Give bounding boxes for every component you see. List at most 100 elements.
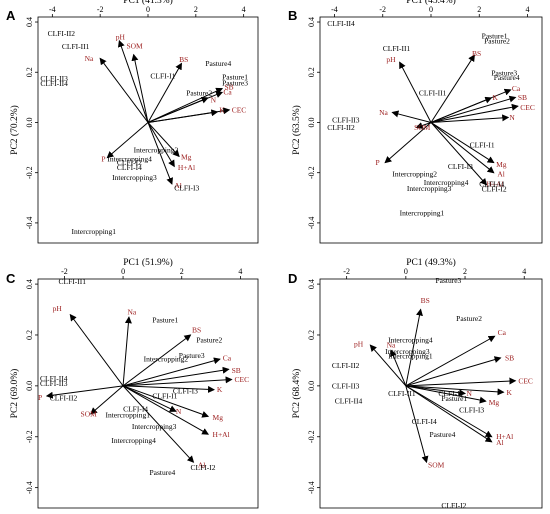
variable-label: N <box>509 113 515 122</box>
loading-arrow-h-al <box>122 385 210 435</box>
loading-arrow-al <box>430 122 495 174</box>
score-label: CLFI-II2 <box>327 123 355 132</box>
loading-arrow-sb <box>122 366 230 387</box>
variable-label: CEC <box>518 376 533 385</box>
panel-letter: B <box>288 8 297 23</box>
x-axis-title: PC1 (45.4%) <box>406 0 456 6</box>
variable-label: Mg <box>181 153 192 162</box>
y-tick-label: 0.4 <box>25 17 34 27</box>
variable-label: Al <box>174 181 182 190</box>
loading-arrow-ca <box>405 335 496 387</box>
y-tick-label: -0.2 <box>307 430 316 443</box>
loading-arrow-p <box>384 122 432 164</box>
score-label: CLFI-II3 <box>40 379 68 388</box>
variable-label: N <box>467 389 473 398</box>
variable-label: SB <box>225 82 234 91</box>
y-tick-label: -0.4 <box>25 481 34 494</box>
y-tick-label: 0.4 <box>307 17 316 27</box>
x-axis-title: PC1 (49.3%) <box>406 257 456 268</box>
variable-label: SOM <box>126 41 143 50</box>
loading-arrow-cec <box>123 376 233 387</box>
variable-label: P <box>376 158 380 167</box>
loading-arrow-h-al <box>430 122 488 186</box>
loading-arrow-k <box>123 385 215 393</box>
score-label: CLFI-II4 <box>327 19 355 28</box>
variable-label: Al <box>496 438 504 447</box>
score-label: CLFI-II3 <box>40 74 68 83</box>
score-label: CLFI-I2 <box>117 158 142 167</box>
y-tick-label: -0.4 <box>307 481 316 494</box>
loading-arrow-ph <box>117 39 149 123</box>
y-tick-label: 0.0 <box>25 117 34 127</box>
y-tick-label: 0.2 <box>307 67 316 77</box>
score-label: Pasture2 <box>186 88 212 97</box>
score-label: CLFI-I1 <box>152 392 177 401</box>
loading-arrow-ph <box>69 313 124 387</box>
score-label: Intercropping1 <box>400 208 445 217</box>
y-tick-label: 0.4 <box>25 279 34 289</box>
score-label: Intercropping3 <box>385 347 430 356</box>
x-tick-label: 4 <box>242 5 246 14</box>
loading-arrow-ph <box>399 61 432 123</box>
score-label: Pasture2 <box>456 314 482 323</box>
loading-arrow-cec <box>147 107 231 123</box>
y-tick-label: -0.2 <box>25 166 34 179</box>
loading-arrow-na <box>122 316 132 386</box>
score-label: Pasture4 <box>494 73 520 82</box>
score-label: CLFI-I4 <box>123 404 148 413</box>
variable-label: BS <box>192 325 201 334</box>
variable-label: Na <box>379 108 388 117</box>
score-label: Pasture1 <box>222 72 248 81</box>
score-label: CLFI-I2 <box>441 501 466 510</box>
x-tick-label: 2 <box>463 267 467 276</box>
loading-arrow-bs <box>122 334 192 387</box>
score-label: CLFI-I1 <box>470 141 495 150</box>
loading-arrow-bs <box>430 54 475 123</box>
variable-label: Ca <box>223 87 232 96</box>
variable-label: BS <box>472 49 481 58</box>
variable-label: Mg <box>489 398 500 407</box>
panel-letter: D <box>288 271 297 286</box>
variable-label: Na <box>387 341 396 350</box>
loading-arrow-h-al <box>147 122 175 168</box>
x-tick-label: 0 <box>404 267 408 276</box>
loading-arrow-n <box>405 385 467 397</box>
x-tick-label: 4 <box>522 267 526 276</box>
loading-arrow-na <box>391 110 432 123</box>
score-label: CLFI-II2 <box>332 361 360 370</box>
loading-arrow-mg <box>405 385 487 404</box>
y-tick-label: 0.4 <box>307 279 316 289</box>
variable-label: Mg <box>496 160 507 169</box>
score-label: Intercropping3 <box>132 422 177 431</box>
loading-arrow-p <box>106 122 149 159</box>
variable-label: pH <box>386 55 396 64</box>
variable-label: SB <box>505 353 514 362</box>
x-tick-label: -2 <box>379 5 386 14</box>
score-label: Pasture3 <box>179 351 205 360</box>
variable-label: BS <box>179 55 188 64</box>
variable-label: pH <box>53 304 63 313</box>
variable-label: Na <box>127 308 136 317</box>
loading-arrow-mg <box>122 385 210 418</box>
panel-letter: C <box>6 271 16 286</box>
loading-arrow-mg <box>147 122 180 158</box>
variable-label: H+Al <box>496 432 513 441</box>
score-label: Intercropping1 <box>388 351 433 360</box>
score-label: Pasture4 <box>149 468 175 477</box>
score-label: CLFI-I3 <box>448 162 473 171</box>
score-label: Intercropping3 <box>407 184 452 193</box>
score-label: CLFI-I4 <box>479 180 504 189</box>
y-tick-label: -0.4 <box>25 217 34 230</box>
score-label: CLFI-I4 <box>117 163 142 172</box>
variable-label: N <box>176 407 182 416</box>
x-tick-label: 2 <box>477 5 481 14</box>
y-tick-label: 0.2 <box>25 330 34 340</box>
x-tick-label: -2 <box>343 267 350 276</box>
score-label: Intercropping2 <box>392 169 437 178</box>
loading-arrow-ca <box>122 357 221 387</box>
variable-label: SOM <box>414 123 431 132</box>
score-label: Pasture2 <box>196 336 222 345</box>
variable-label: Al <box>198 460 206 469</box>
y-tick-label: -0.2 <box>25 430 34 443</box>
variable-label: H+Al <box>213 430 230 439</box>
